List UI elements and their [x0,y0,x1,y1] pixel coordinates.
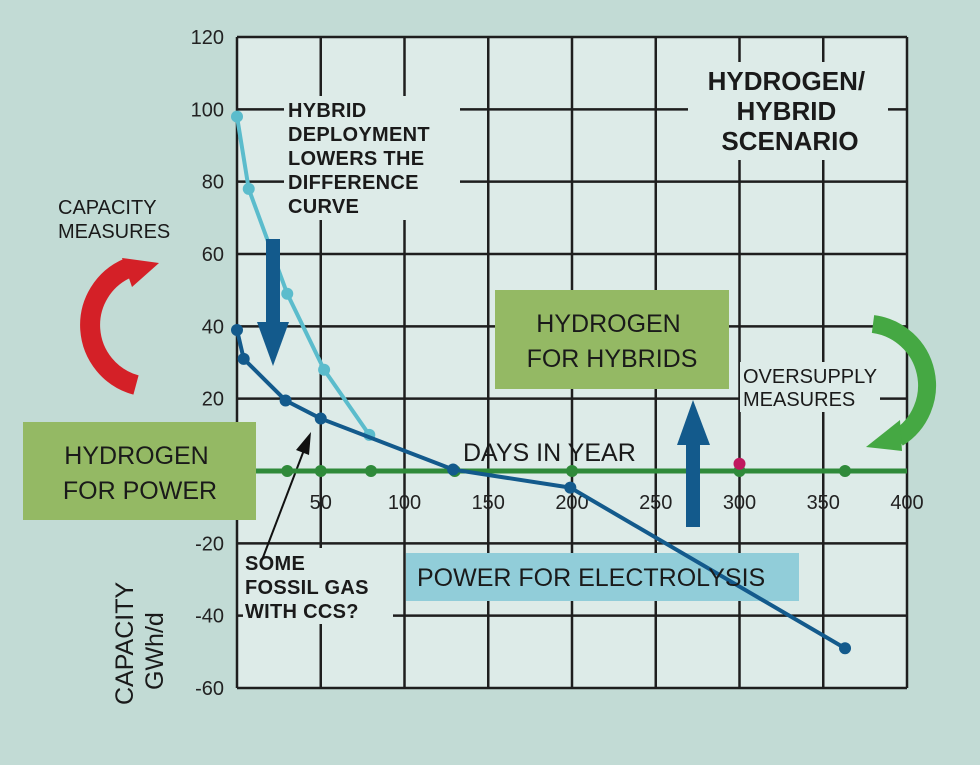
hydrogen-for-hybrids-label: HYDROGEN FOR HYBRIDS [527,310,698,373]
title-mask [688,62,888,160]
data-point [314,412,327,425]
data-point [237,352,250,365]
fossil-mask [243,548,393,624]
data-point [231,110,243,123]
x-tick-label: 350 [807,492,840,514]
y-tick-label: -40 [195,606,224,628]
x-tick-label: 150 [472,492,505,514]
y-tick-label: -60 [195,678,224,700]
y-tick-labels: 120 100 80 60 40 20 -20 -40 -60 [191,27,224,700]
capacity-measures-label: CAPACITY MEASURES [58,197,170,243]
chart-title: HYDROGEN/ HYBRID SCENARIO [708,66,873,156]
data-point [281,287,294,300]
y-axis-label-line2: GWh/d [141,612,169,690]
x-tick-label: 100 [388,492,421,514]
y-tick-label: 120 [191,27,224,49]
y-tick-label: 60 [202,244,224,266]
oversupply-measures-label: OVERSUPPLY MEASURES [743,366,882,411]
data-point [839,642,852,655]
data-point [839,465,852,477]
data-point [365,465,377,477]
up-arrow-icon [677,400,710,527]
fossil-gas-annotation: SOME FOSSIL GAS WITH CCS? [245,553,375,623]
data-point [231,323,243,336]
y-tick-label: -20 [195,533,224,555]
data-point [279,394,292,407]
y-tick-label: 100 [191,99,224,121]
x-axis-label: DAYS IN YEAR [463,439,636,467]
y-tick-label: 20 [202,389,224,411]
data-point [318,363,331,376]
hydrogen-for-hybrids-box [495,290,729,389]
power-for-electrolysis-box [406,553,799,601]
data-point [564,481,577,494]
fossil-arrow-icon [261,432,311,561]
data-point [281,465,294,477]
hybrid-annotation: HYBRID DEPLOYMENT LOWERS THE DIFFERENCE … [288,100,436,218]
data-point [447,463,460,476]
y-axis-label-line1: CAPACITY [111,582,139,705]
down-arrow-icon [257,239,289,366]
hybrid-mask [284,96,460,220]
red-curved-arrow-icon [80,258,159,395]
x-tick-label: 300 [723,492,756,514]
data-point [314,465,327,477]
x-tick-label: 400 [890,492,923,514]
x-tick-labels: 50 100 150 200 250 300 350 400 [310,492,924,514]
x-tick-label: 250 [639,492,672,514]
highlight-point [733,457,746,470]
x-tick-label: 200 [555,492,588,514]
hydrogen-for-power-box [23,422,256,520]
y-tick-label: 80 [202,172,224,194]
power-for-electrolysis-label: POWER FOR ELECTROLYSIS [417,564,765,592]
oversupply-mask [740,362,880,412]
y-tick-label: 40 [202,316,224,338]
x-tick-label: 50 [310,492,332,514]
data-point [566,465,578,477]
series-layer [231,110,907,655]
green-curved-arrow-icon [866,315,937,451]
data-point [242,182,255,195]
hydrogen-for-power-label: HYDROGEN FOR POWER [63,442,217,505]
